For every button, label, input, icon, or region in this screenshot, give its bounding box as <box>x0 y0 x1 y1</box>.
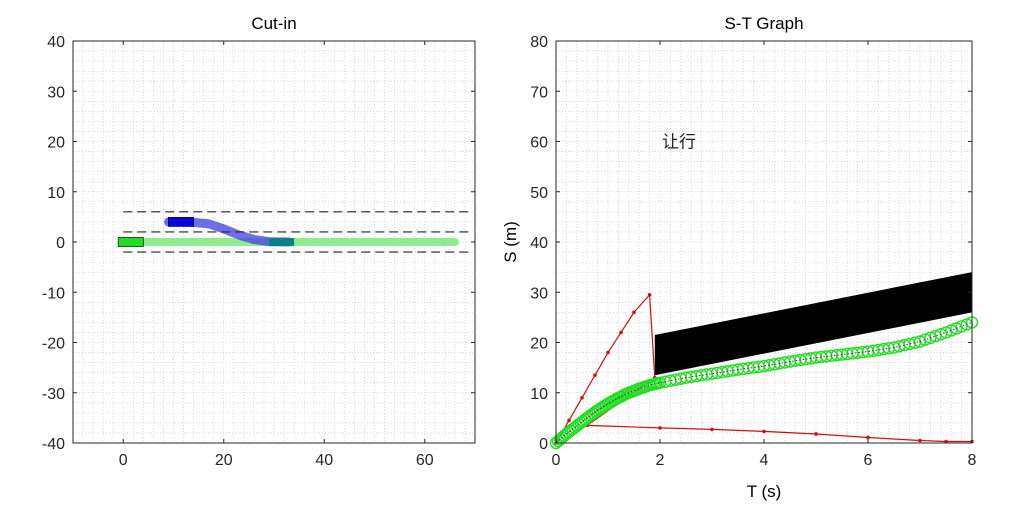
ego-vehicle <box>117 237 144 247</box>
st-red-reference-point <box>593 373 597 377</box>
st-graph-x-tick-label: 6 <box>864 452 873 469</box>
st-graph-y-tick-label: 50 <box>530 185 548 202</box>
st-red-reference-point <box>918 438 922 443</box>
cut-in-x-tick-label: 60 <box>416 452 434 469</box>
st-planned-point <box>576 414 590 428</box>
st-red-reference-point <box>567 418 571 423</box>
st-red-reference-point <box>606 350 610 355</box>
st-obstacle-region <box>654 272 972 376</box>
st-red-reference-point <box>647 292 652 297</box>
st-graph-x-tick-label: 8 <box>968 452 977 469</box>
cut-in-title: Cut-in <box>251 14 296 33</box>
st-planned-point <box>578 413 592 426</box>
st-red-reference-point <box>944 439 948 444</box>
st-red-reference-point <box>814 432 818 436</box>
st-red-reference-point <box>619 330 623 335</box>
st-graph-y-tick-label: 0 <box>539 436 548 453</box>
cut-in-y-tick-label: -10 <box>42 285 65 302</box>
cut-in-y-tick-label: -30 <box>42 386 65 403</box>
st-planned-point <box>945 324 958 337</box>
st-graph-y-tick-label: 30 <box>530 285 548 302</box>
cut-in-y-tick-label: 30 <box>47 84 65 101</box>
st-graph-x-axis-label: T (s) <box>747 482 782 501</box>
cut-in-y-tick-label: 0 <box>56 235 65 252</box>
st-graph-y-tick-label: 40 <box>530 235 548 252</box>
st-graph-x-tick-label: 0 <box>552 452 561 469</box>
st-graph-y-tick-label: 60 <box>530 135 548 152</box>
st-red-reference-point <box>762 429 766 434</box>
cut-in-x-tick-label: 40 <box>315 452 333 469</box>
st-planned-point <box>939 326 953 339</box>
st-graph-y-axis-label: S (m) <box>501 221 520 263</box>
cut-in-end-vehicle <box>268 238 295 246</box>
st-graph-title: S-T Graph <box>724 14 803 33</box>
st-red-reference-point <box>632 310 636 315</box>
st-planned-point <box>955 320 968 333</box>
cut-in-tick-labels: 0 20 40 60 -40 -30 -20 -10 0 10 20 30 40 <box>42 34 475 469</box>
st-red-reference-point <box>658 426 662 430</box>
st-graph-plot-area <box>549 272 979 450</box>
st-red-reference-point <box>710 427 714 432</box>
cut-in-panel: 0 20 40 60 -40 -30 -20 -10 0 10 20 30 40 Cut-in <box>42 14 476 469</box>
cut-in-y-tick-label: 40 <box>47 34 65 51</box>
st-graph-y-tick-label: 70 <box>530 84 548 101</box>
st-graph-y-tick-label: 10 <box>530 386 548 403</box>
cut-in-y-tick-label: -20 <box>42 336 65 353</box>
st-planned-point <box>934 328 947 341</box>
st-graph-y-tick-label: 20 <box>530 336 548 353</box>
st-red-reference-point <box>580 395 584 400</box>
st-red-reference-point <box>866 435 870 440</box>
cut-in-x-tick-label: 0 <box>119 452 128 469</box>
st-graph-annotation: 让行 <box>662 133 696 152</box>
st-graph-x-tick-label: 2 <box>656 452 665 469</box>
cut-in-y-tick-label: 10 <box>47 185 65 202</box>
st-graph-x-tick-label: 4 <box>760 452 769 469</box>
cut-in-plot-area <box>117 211 473 253</box>
cut-in-x-tick-label: 20 <box>215 452 233 469</box>
st-planned-point <box>950 322 963 335</box>
cut-in-vehicle <box>168 216 195 227</box>
cut-in-y-tick-label: -40 <box>42 436 65 453</box>
st-planned-line <box>555 321 973 444</box>
cut-in-y-tick-label: 20 <box>47 135 65 152</box>
st-graph-y-tick-label: 80 <box>530 34 548 51</box>
